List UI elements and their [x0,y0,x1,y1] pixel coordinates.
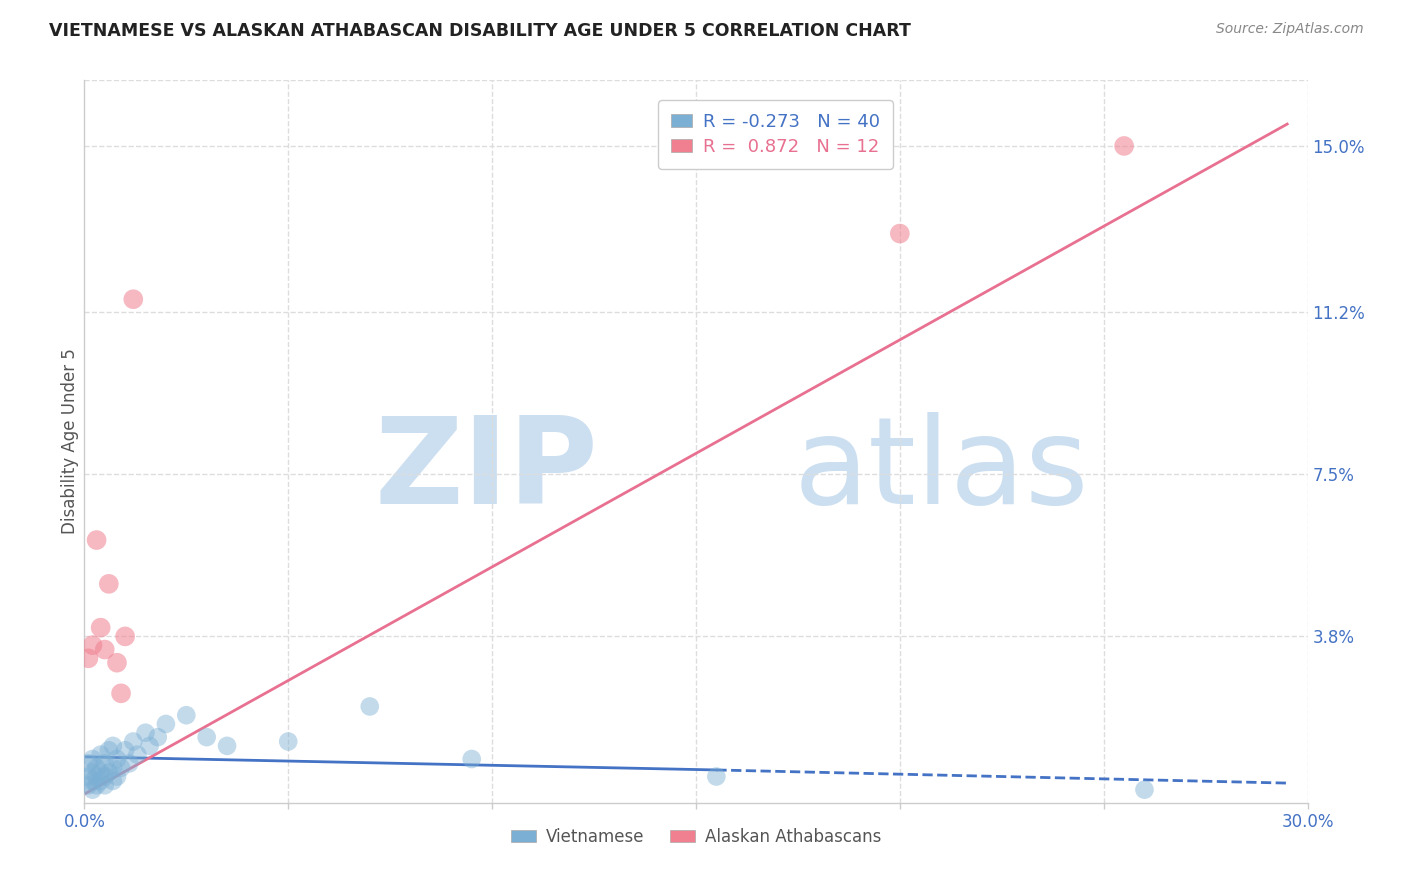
Legend: Vietnamese, Alaskan Athabascans: Vietnamese, Alaskan Athabascans [505,821,887,852]
Point [77,651,100,665]
Point [889,227,911,241]
Point [77,756,100,771]
Point [93,642,115,657]
Point [82,782,104,797]
Point [195,730,218,744]
Point [105,770,128,784]
Point [217,739,239,753]
Point [1133,782,1156,797]
Point [155,717,177,731]
Point [97,577,120,591]
Point [86,533,108,547]
Point [105,656,128,670]
Point [174,708,197,723]
Point [277,734,299,748]
Point [77,770,100,784]
Text: atlas: atlas [794,412,1090,529]
Y-axis label: Disability Age Under 5: Disability Age Under 5 [62,349,80,534]
Point [105,752,128,766]
Point [90,773,112,788]
Point [118,756,141,771]
Point [82,765,104,780]
Point [146,730,169,744]
Point [86,770,108,784]
Point [127,747,149,762]
Point [86,761,108,775]
Point [101,761,124,775]
Point [706,770,728,784]
Point [101,773,124,788]
Point [114,629,136,643]
Text: Source: ZipAtlas.com: Source: ZipAtlas.com [1216,22,1364,37]
Point [82,638,104,652]
Point [101,739,124,753]
Text: ZIP: ZIP [374,412,598,529]
Point [122,734,145,748]
Point [138,739,160,753]
Point [114,743,136,757]
Point [122,292,145,306]
Point [90,747,112,762]
Point [90,765,112,780]
Text: VIETNAMESE VS ALASKAN ATHABASCAN DISABILITY AGE UNDER 5 CORRELATION CHART: VIETNAMESE VS ALASKAN ATHABASCAN DISABIL… [49,22,911,40]
Point [110,686,132,700]
Point [90,621,112,635]
Point [135,725,157,739]
Point [77,778,100,792]
Point [461,752,484,766]
Point [1114,139,1136,153]
Point [82,752,104,766]
Point [86,778,108,792]
Point [110,761,132,775]
Point [97,743,120,757]
Point [82,773,104,788]
Point [93,778,115,792]
Point [97,765,120,780]
Point [359,699,381,714]
Point [93,756,115,771]
Point [93,770,115,784]
